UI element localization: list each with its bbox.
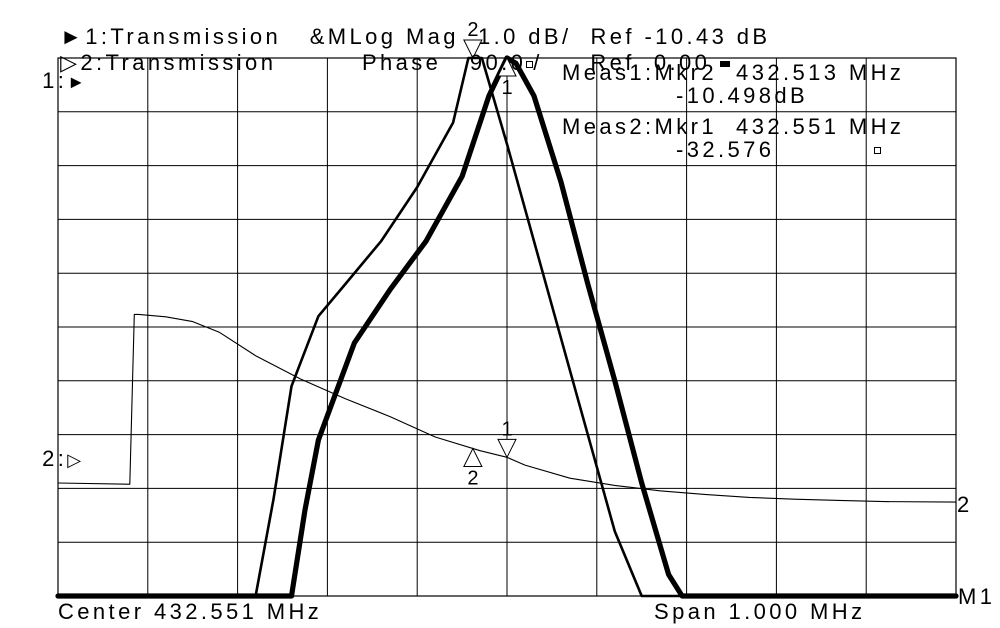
graticule (57, 57, 957, 597)
ref-indicator-icon (720, 61, 731, 68)
channel1-header-text: 1:Transmission &MLog Mag 1.0 dB/ Ref -10… (85, 24, 771, 49)
degree-symbol-icon (526, 60, 534, 68)
marker-2-ch1-icon (463, 39, 483, 60)
channel1-header: ►1:Transmission &MLog Mag 1.0 dB/ Ref -1… (22, 4, 770, 70)
meas2-status-icon (874, 147, 881, 154)
channel1-ref-marker: 1:► (4, 48, 88, 114)
marker-2-ch2-label: 2 (467, 468, 478, 490)
channel1-active-icon: ► (60, 24, 86, 49)
channel2-header-text: 2:Transmission Phase 90.0 (80, 50, 527, 75)
marker-1-ch2-label: 1 (501, 418, 512, 440)
meas2-readout-line1: Meas2:Mkr1 432.551 MHz (562, 114, 905, 139)
marker-1-ch1-label: 1 (501, 77, 512, 99)
channel2-ref-arrow-icon: ▷ (67, 450, 85, 470)
trace-hairline-ch2 (57, 313, 957, 503)
marker-1-ch2-icon (497, 438, 517, 459)
marker-tag-label: M1 (958, 584, 996, 609)
channel2-header-ref: / Ref 0.00 (533, 50, 711, 75)
span-label: Span 1.000 MHz (654, 599, 866, 624)
marker-2-ch1-label: 2 (467, 19, 478, 41)
channel2-ref-label: 2: (42, 446, 68, 471)
center-frequency-label: Center 432.551 MHz (58, 599, 323, 624)
meas1-readout-line1: Meas1:Mkr2 432.513 MHz (562, 60, 905, 85)
trace-thin-ch1 (56, 56, 958, 598)
channel2-ref-marker: 2:▷ (4, 426, 84, 492)
marker-2-ch2-icon (463, 447, 483, 468)
marker-1-ch1-icon (497, 56, 517, 77)
channel2-header: ▷2:Transmission Phase 90.0/ Ref 0.00 (22, 30, 731, 96)
channel1-ref-label: 1: (42, 68, 68, 93)
meas1-readout-line2: -10.498dB (676, 83, 809, 108)
channel2-trace-label: 2 (957, 492, 973, 517)
channel2-indicator-icon: ▷ (60, 50, 81, 75)
meas2-readout-line2: -32.576 (676, 137, 775, 162)
channel1-ref-arrow-icon: ► (67, 72, 89, 92)
markers: 1 2 1 2 (463, 19, 517, 490)
